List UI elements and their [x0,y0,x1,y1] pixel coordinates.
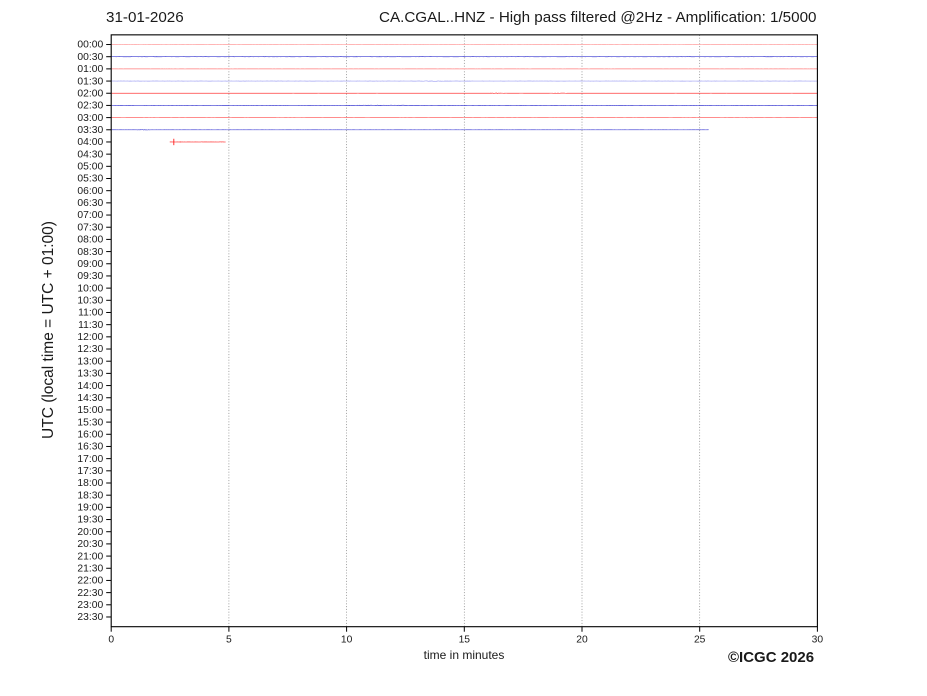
svg-text:15:00: 15:00 [77,405,103,416]
svg-text:03:30: 03:30 [77,125,103,136]
svg-text:21:30: 21:30 [77,563,103,574]
svg-text:16:00: 16:00 [77,429,103,440]
svg-text:05:00: 05:00 [77,162,103,173]
svg-text:20:00: 20:00 [77,527,103,538]
svg-text:04:30: 04:30 [77,149,103,160]
svg-text:12:00: 12:00 [77,332,103,343]
svg-text:10: 10 [341,635,353,646]
svg-text:06:00: 06:00 [77,186,103,197]
svg-text:00:30: 00:30 [77,52,103,63]
svg-text:15:30: 15:30 [77,417,103,428]
svg-text:07:00: 07:00 [77,210,103,221]
svg-text:07:30: 07:30 [77,222,103,233]
svg-text:10:00: 10:00 [77,283,103,294]
svg-text:30: 30 [812,635,824,646]
svg-text:22:00: 22:00 [77,576,103,587]
svg-text:19:30: 19:30 [77,515,103,526]
svg-text:04:00: 04:00 [77,137,103,148]
svg-text:08:30: 08:30 [77,247,103,258]
svg-text:22:30: 22:30 [77,588,103,599]
svg-text:17:30: 17:30 [77,466,103,477]
svg-text:00:00: 00:00 [77,40,103,51]
svg-text:02:30: 02:30 [77,101,103,112]
svg-text:06:30: 06:30 [77,198,103,209]
svg-text:09:00: 09:00 [77,259,103,270]
svg-text:16:30: 16:30 [77,442,103,453]
svg-text:20:30: 20:30 [77,539,103,550]
svg-text:01:00: 01:00 [77,64,103,75]
svg-text:23:00: 23:00 [77,600,103,611]
svg-text:14:00: 14:00 [77,381,103,392]
svg-text:20: 20 [576,635,588,646]
svg-text:09:30: 09:30 [77,271,103,282]
svg-text:0: 0 [108,635,114,646]
svg-text:03:00: 03:00 [77,113,103,124]
svg-text:23:30: 23:30 [77,612,103,623]
svg-text:11:00: 11:00 [78,308,103,319]
svg-text:18:30: 18:30 [77,490,103,501]
svg-text:14:30: 14:30 [77,393,103,404]
svg-text:08:00: 08:00 [77,235,103,246]
svg-text:5: 5 [226,635,232,646]
svg-text:10:30: 10:30 [77,296,103,307]
svg-text:15: 15 [459,635,471,646]
svg-text:05:30: 05:30 [77,174,103,185]
svg-text:01:30: 01:30 [77,76,103,87]
svg-text:02:00: 02:00 [77,88,103,99]
svg-text:21:00: 21:00 [77,551,103,562]
svg-text:18:00: 18:00 [77,478,103,489]
svg-text:13:00: 13:00 [77,356,103,367]
svg-text:12:30: 12:30 [77,344,103,355]
svg-text:17:00: 17:00 [77,454,103,465]
svg-text:19:00: 19:00 [77,503,103,514]
svg-text:13:30: 13:30 [77,369,103,380]
svg-text:25: 25 [694,635,706,646]
svg-text:11:30: 11:30 [78,320,103,331]
